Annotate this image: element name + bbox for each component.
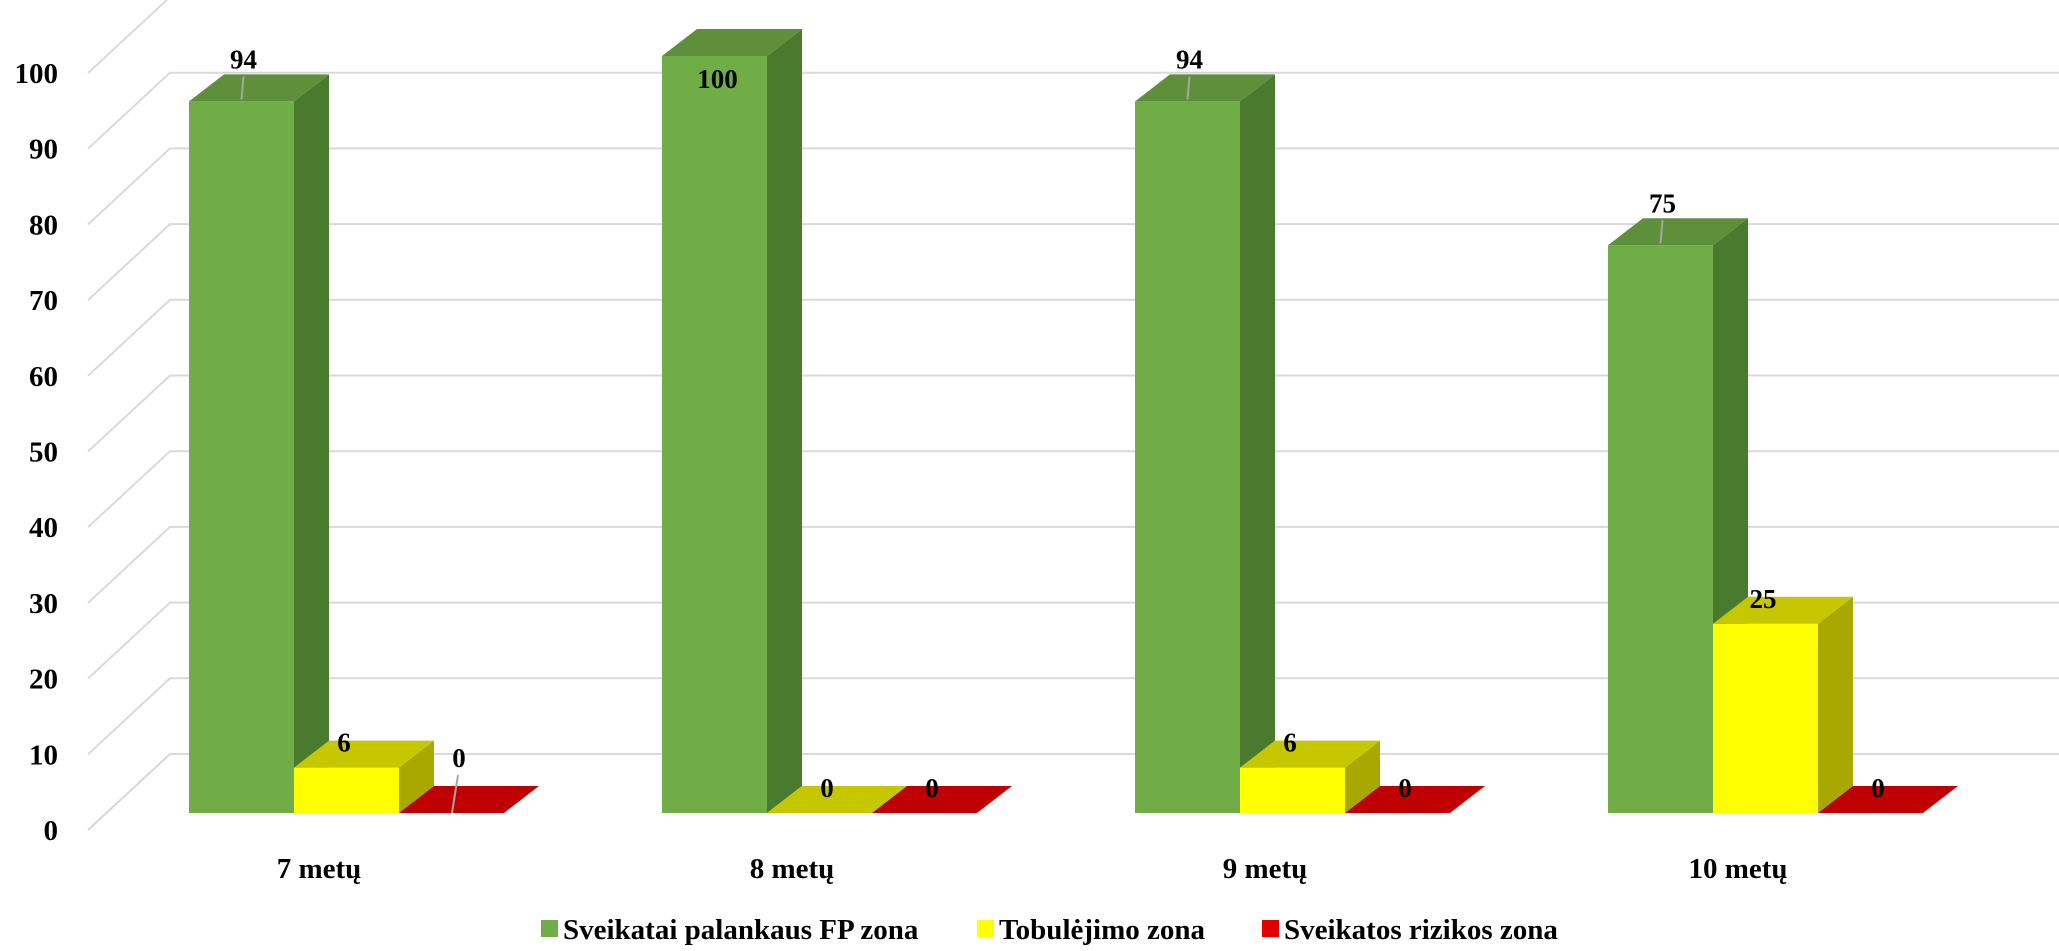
y-axis-ticks: 0 10 20 30 40 50 60 70 80 90 100 bbox=[15, 58, 59, 847]
bar bbox=[294, 740, 434, 813]
gridline bbox=[87, 601, 2059, 680]
gridline bbox=[87, 298, 2059, 377]
data-label: 94 bbox=[1176, 44, 1203, 74]
x-category-label: 8 metų bbox=[750, 853, 835, 885]
gridline bbox=[87, 450, 2059, 528]
leader-line bbox=[451, 774, 459, 814]
x-category-label: 10 metų bbox=[1688, 853, 1787, 885]
bar-front-face bbox=[1608, 245, 1713, 813]
gridline bbox=[87, 374, 2059, 453]
bar-top-face bbox=[767, 786, 907, 813]
bars bbox=[189, 29, 1958, 814]
data-label: 100 bbox=[697, 64, 738, 94]
bar-top-face bbox=[1608, 218, 1748, 246]
bar-top-face bbox=[1713, 596, 1853, 624]
data-label: 75 bbox=[1649, 188, 1676, 218]
bar bbox=[1135, 74, 1275, 814]
data-label: 0 bbox=[1871, 773, 1885, 803]
data-label: 0 bbox=[925, 773, 939, 803]
bar bbox=[1713, 596, 1853, 813]
data-label: 6 bbox=[337, 728, 351, 758]
gridline bbox=[87, 525, 2059, 604]
data-label: 25 bbox=[1750, 584, 1777, 614]
bar-side-face bbox=[767, 29, 802, 813]
legend-swatch bbox=[1262, 920, 1279, 937]
y-tick-label: 20 bbox=[29, 664, 58, 696]
bar bbox=[767, 786, 907, 813]
bar bbox=[1818, 786, 1958, 813]
leader-line bbox=[1186, 76, 1191, 100]
gridline bbox=[87, 0, 169, 74]
bar-top-face bbox=[1818, 786, 1958, 813]
y-tick-label: 0 bbox=[44, 815, 59, 847]
bar-top-face bbox=[189, 74, 329, 102]
gridline bbox=[87, 71, 2059, 150]
floor-edge bbox=[87, 753, 171, 831]
bar-top-face bbox=[872, 786, 1012, 813]
legend-swatch bbox=[541, 920, 558, 937]
y-tick-label: 100 bbox=[15, 58, 59, 90]
bar-top-face bbox=[1135, 74, 1275, 102]
bar-side-face bbox=[1240, 74, 1275, 814]
gridline bbox=[87, 147, 2059, 226]
x-category-label: 7 metų bbox=[277, 853, 362, 885]
bar-front-face bbox=[294, 767, 399, 813]
bar-top-face bbox=[662, 29, 802, 56]
y-tick-label: 50 bbox=[29, 437, 58, 469]
data-label: 94 bbox=[230, 44, 257, 74]
data-label: 0 bbox=[1398, 773, 1412, 803]
y-tick-label: 40 bbox=[29, 512, 58, 544]
x-axis-categories: 7 metų 8 metų 9 metų 10 metų bbox=[277, 853, 1788, 885]
bar bbox=[662, 29, 802, 813]
leader-line bbox=[240, 76, 245, 100]
gridline bbox=[87, 223, 2059, 301]
data-labels: 94 6 0 100 0 0 94 6 0 75 25 0 bbox=[230, 44, 1885, 814]
bar-side-face bbox=[1818, 596, 1853, 813]
bar-front-face bbox=[1713, 623, 1818, 813]
data-label: 6 bbox=[1283, 728, 1297, 758]
leader-line bbox=[1659, 220, 1664, 244]
bar bbox=[872, 786, 1012, 813]
y-tick-label: 80 bbox=[29, 209, 58, 241]
y-tick-label: 60 bbox=[29, 361, 58, 393]
bar-side-face bbox=[294, 74, 329, 814]
bar-side-face bbox=[399, 740, 434, 813]
bar bbox=[1345, 786, 1485, 813]
legend-item: Tobulėjimo zona bbox=[977, 914, 1205, 946]
legend-swatch bbox=[977, 920, 994, 937]
y-tick-label: 10 bbox=[29, 739, 58, 771]
bar-top-face bbox=[294, 740, 434, 768]
y-tick-label: 30 bbox=[29, 588, 58, 620]
bar bbox=[1240, 740, 1380, 813]
gridlines bbox=[87, 0, 2059, 831]
legend-label: Tobulėjimo zona bbox=[999, 914, 1205, 946]
gridline bbox=[87, 677, 2059, 756]
y-tick-label: 70 bbox=[29, 285, 58, 317]
bar-top-face bbox=[1240, 740, 1380, 768]
bar-front-face bbox=[662, 56, 767, 813]
data-label: 0 bbox=[820, 773, 834, 803]
bar-top-face bbox=[399, 786, 539, 813]
legend-label: Sveikatos rizikos zona bbox=[1284, 914, 1558, 946]
bar bbox=[399, 786, 539, 813]
bar-top-face bbox=[1345, 786, 1485, 813]
bar bbox=[189, 74, 329, 814]
legend: Sveikatai palankaus FP zona Tobulėjimo zo… bbox=[541, 914, 1558, 946]
legend-item: Sveikatai palankaus FP zona bbox=[541, 914, 919, 946]
bar-front-face bbox=[1135, 101, 1240, 814]
legend-label: Sveikatai palankaus FP zona bbox=[563, 914, 919, 946]
bar-front-face bbox=[1240, 767, 1345, 813]
data-label: 0 bbox=[452, 743, 466, 773]
x-category-label: 9 metų bbox=[1223, 853, 1308, 885]
bar-side-face bbox=[1345, 740, 1380, 813]
bar-front-face bbox=[189, 101, 294, 814]
legend-item: Sveikatos rizikos zona bbox=[1262, 914, 1558, 946]
y-tick-label: 90 bbox=[29, 134, 58, 166]
